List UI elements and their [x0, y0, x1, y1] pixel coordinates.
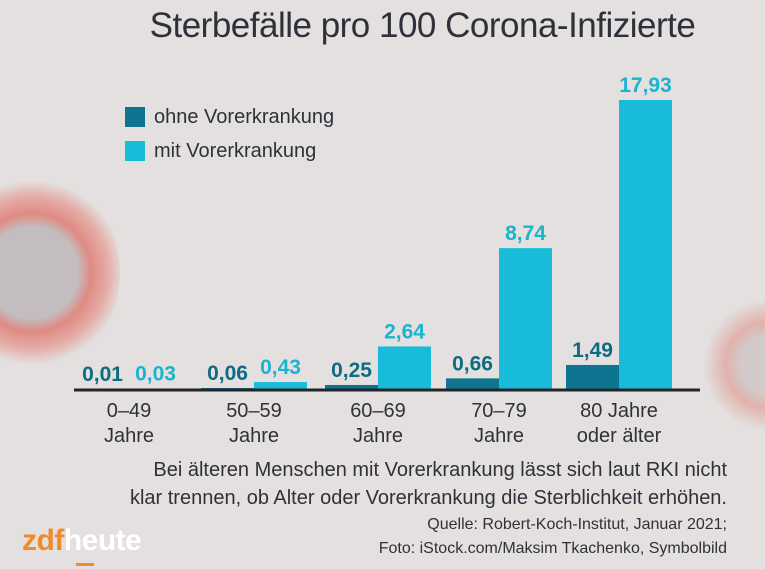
caption-line-2: klar trennen, ob Alter oder Vorerkrankun…	[129, 487, 727, 509]
bar-mit-4	[619, 99, 672, 390]
data-label-mit-3: 8,74	[505, 222, 546, 245]
legend-swatch-mit	[125, 141, 145, 161]
x-tick-label-1-0: 50–59	[226, 400, 282, 422]
logo-zdf: zdf	[22, 524, 64, 557]
data-label-mit-4: 17,93	[619, 74, 672, 97]
legend-label-ohne: ohne Vorerkrankung	[154, 105, 335, 128]
legend-label-mit: mit Vorerkrankung	[154, 139, 317, 162]
bar-ohne-4	[566, 364, 619, 389]
data-label-ohne-1: 0,06	[207, 362, 248, 385]
x-tick-label-3-0: 70–79	[471, 400, 527, 422]
source-line-1: Quelle: Robert-Koch-Institut, Januar 202…	[427, 516, 727, 533]
x-tick-label-4-0: 80 Jahre	[580, 400, 658, 422]
bar-mit-3	[499, 248, 552, 389]
bar-mit-1	[254, 382, 307, 389]
source-line-2: Foto: iStock.com/Maksim Tkachenko, Symbo…	[378, 540, 727, 557]
data-label-ohne-2: 0,25	[331, 359, 372, 382]
data-label-mit-1: 0,43	[260, 356, 301, 379]
data-label-ohne-4: 1,49	[572, 339, 613, 362]
caption: Bei älteren Menschen mit Vorerkrankung l…	[130, 456, 727, 512]
legend-item-mit: mit Vorerkrankung	[125, 134, 334, 168]
source-note: Quelle: Robert-Koch-Institut, Januar 202…	[379, 513, 727, 561]
x-tick-label-2-0: 60–69	[350, 400, 406, 422]
x-tick-label-0-0: 0–49	[107, 400, 152, 422]
x-tick-label-1-1: Jahre	[229, 425, 279, 447]
chart-title: Sterbefälle pro 100 Corona-Infizierte	[149, 6, 696, 45]
data-label-ohne-0: 0,01	[82, 363, 123, 386]
legend-swatch-ohne	[125, 107, 145, 127]
bar-mit-2	[378, 346, 431, 389]
x-tick-label-0-1: Jahre	[104, 425, 154, 447]
logo-underscore	[76, 563, 94, 566]
x-tick-label-4-1: oder älter	[577, 425, 662, 447]
x-tick-label-3-1: Jahre	[474, 425, 524, 447]
logo-heute: heute	[63, 524, 142, 557]
bar-ohne-3	[446, 378, 499, 389]
zdfheute-logo: zdfheute	[22, 524, 142, 566]
x-tick-label-2-1: Jahre	[353, 425, 403, 447]
caption-line-1: Bei älteren Menschen mit Vorerkrankung l…	[153, 459, 727, 481]
bar-ohne-2	[325, 384, 378, 389]
data-label-ohne-3: 0,66	[452, 352, 493, 375]
legend: ohne Vorerkrankung mit Vorerkrankung	[125, 100, 334, 168]
data-label-mit-0: 0,03	[135, 363, 176, 386]
data-label-mit-2: 2,64	[384, 320, 425, 343]
legend-item-ohne: ohne Vorerkrankung	[125, 100, 334, 134]
